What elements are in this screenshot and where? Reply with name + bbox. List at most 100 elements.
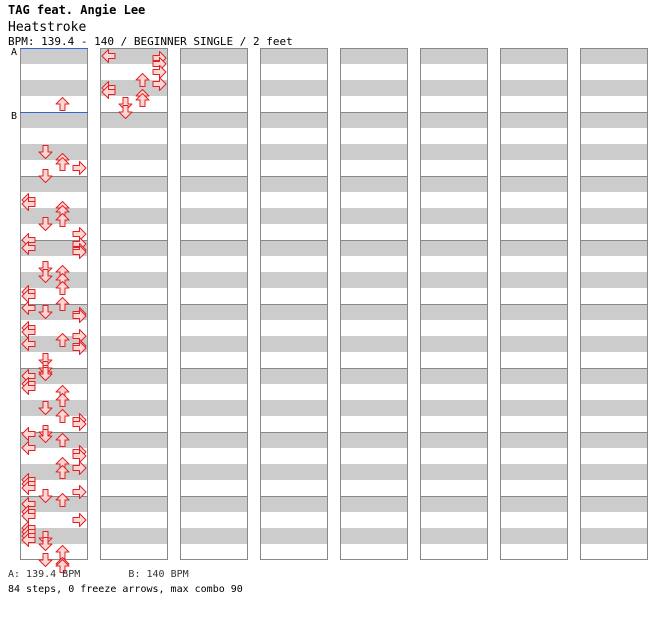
beat-stripe (100, 512, 168, 528)
beat-stripe (340, 336, 408, 352)
beat-stripe (340, 176, 408, 192)
beat-stripe (260, 96, 328, 112)
beat-stripe (20, 48, 88, 64)
beat-stripe (20, 400, 88, 416)
beat-stripe (500, 352, 568, 368)
beat-stripe (500, 384, 568, 400)
beat-stripe (180, 352, 248, 368)
beat-stripe (420, 288, 488, 304)
beat-stripe (500, 416, 568, 432)
beat-stripe (100, 496, 168, 512)
beat-stripe (260, 240, 328, 256)
beat-stripe (340, 528, 408, 544)
step-arrow-left (101, 49, 116, 63)
beat-stripe (580, 80, 648, 96)
step-arrow-right (72, 417, 87, 431)
beat-stripe (500, 240, 568, 256)
beat-stripe (420, 432, 488, 448)
beat-stripe (180, 160, 248, 176)
beat-stripe (340, 448, 408, 464)
beat-stripe (420, 256, 488, 272)
beat-stripe (580, 320, 648, 336)
beat-stripe (420, 384, 488, 400)
beat-stripe (580, 528, 648, 544)
beat-stripe (20, 512, 88, 528)
beat-stripe (260, 64, 328, 80)
beat-stripe (20, 208, 88, 224)
beat-stripe (420, 80, 488, 96)
beat-stripe (340, 304, 408, 320)
beat-stripe (20, 96, 88, 112)
beat-stripe (20, 432, 88, 448)
step-arrow-down (38, 353, 53, 367)
beat-stripe (580, 144, 648, 160)
beat-stripe (500, 496, 568, 512)
beat-stripe (100, 480, 168, 496)
beat-stripe (260, 160, 328, 176)
beat-stripe (580, 448, 648, 464)
beat-stripe (100, 256, 168, 272)
beat-stripe (260, 272, 328, 288)
beat-stripe (180, 224, 248, 240)
beat-stripe (500, 336, 568, 352)
beat-stripe (180, 48, 248, 64)
step-arrow-left (21, 533, 36, 547)
beat-stripe (260, 544, 328, 560)
step-arrow-down (38, 145, 53, 159)
beat-stripe (340, 48, 408, 64)
beat-stripe (180, 176, 248, 192)
beat-stripe (580, 544, 648, 560)
beat-stripe (180, 336, 248, 352)
song-artist: TAG feat. Angie Lee (8, 3, 146, 17)
beat-stripe (580, 288, 648, 304)
beat-stripe (100, 128, 168, 144)
step-arrow-up (55, 213, 70, 227)
step-arrow-up (55, 333, 70, 347)
beat-stripe (180, 112, 248, 128)
beat-stripe (340, 352, 408, 368)
beat-stripe (580, 272, 648, 288)
beat-stripe (500, 400, 568, 416)
beat-stripe (580, 512, 648, 528)
beat-stripe (340, 496, 408, 512)
beat-stripe (580, 128, 648, 144)
beat-stripe (20, 496, 88, 512)
step-arrow-up (135, 93, 150, 107)
beat-stripe (100, 64, 168, 80)
chart-column (580, 48, 648, 560)
beat-stripe (180, 480, 248, 496)
column-border (340, 48, 408, 560)
step-arrow-up (135, 73, 150, 87)
step-arrow-left (21, 481, 36, 495)
beat-stripe (260, 176, 328, 192)
beat-stripe (340, 128, 408, 144)
beat-stripe (180, 400, 248, 416)
beat-stripe (420, 320, 488, 336)
beat-stripe (100, 368, 168, 384)
step-arrow-left (21, 381, 36, 395)
beat-stripe (420, 464, 488, 480)
beat-stripe (260, 528, 328, 544)
beat-stripe (180, 208, 248, 224)
beat-stripe (340, 464, 408, 480)
beat-stripe (500, 48, 568, 64)
beat-stripe (100, 416, 168, 432)
step-arrow-right (72, 245, 87, 259)
step-arrow-down (38, 401, 53, 415)
step-arrow-down (38, 429, 53, 443)
beat-stripe (180, 512, 248, 528)
column-border (580, 48, 648, 560)
beat-stripe (420, 128, 488, 144)
beat-stripe (500, 176, 568, 192)
beat-stripe (340, 272, 408, 288)
beat-stripe (180, 272, 248, 288)
beat-stripe (340, 288, 408, 304)
chart-column (260, 48, 328, 560)
step-arrow-right (72, 161, 87, 175)
beat-stripe (580, 368, 648, 384)
beat-stripe (340, 480, 408, 496)
step-arrow-right (72, 513, 87, 527)
beat-stripe (580, 336, 648, 352)
beat-stripe (260, 400, 328, 416)
